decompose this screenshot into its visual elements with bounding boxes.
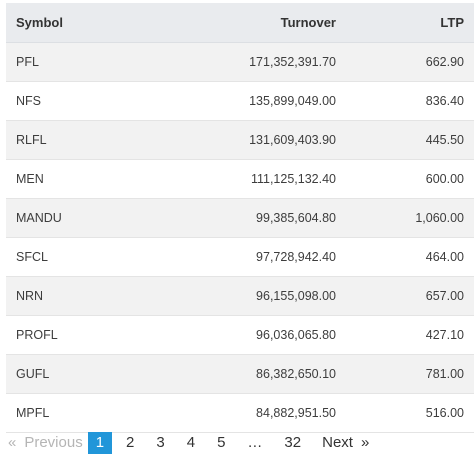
- cell-symbol: MEN: [6, 159, 176, 199]
- page-button-2[interactable]: 2: [126, 434, 135, 451]
- page-button-last[interactable]: 32: [284, 434, 302, 451]
- cell-turnover: 86,382,650.10: [176, 354, 346, 394]
- table-row: MPFL 84,882,951.50 516.00: [6, 393, 474, 433]
- double-left-chevron-icon: «: [8, 434, 17, 451]
- table-row: SFCL 97,728,942.40 464.00: [6, 237, 474, 277]
- cell-ltp: 781.00: [346, 354, 474, 394]
- page-button-3[interactable]: 3: [156, 434, 165, 451]
- cell-ltp: 427.10: [346, 315, 474, 355]
- pagination: « Previous 1 2 3 4 5 … 32 Next »: [8, 432, 369, 454]
- cell-ltp: 662.90: [346, 42, 474, 82]
- cell-turnover: 99,385,604.80: [176, 198, 346, 238]
- cell-ltp: 657.00: [346, 276, 474, 316]
- cell-turnover: 135,899,049.00: [176, 81, 346, 121]
- cell-ltp: 516.00: [346, 393, 474, 433]
- next-button[interactable]: Next: [322, 434, 353, 451]
- header-ltp[interactable]: LTP: [346, 3, 474, 43]
- table-row: PROFL 96,036,065.80 427.10: [6, 315, 474, 355]
- cell-symbol: RLFL: [6, 120, 176, 160]
- cell-ltp: 1,060.00: [346, 198, 474, 238]
- table-row: NRN 96,155,098.00 657.00: [6, 276, 474, 316]
- table-body: PFL 171,352,391.70 662.90 NFS 135,899,04…: [6, 42, 474, 433]
- table-row: PFL 171,352,391.70 662.90: [6, 42, 474, 82]
- cell-symbol: NRN: [6, 276, 176, 316]
- page-button-5[interactable]: 5: [217, 434, 226, 451]
- cell-symbol: PROFL: [6, 315, 176, 355]
- cell-turnover: 84,882,951.50: [176, 393, 346, 433]
- cell-symbol: PFL: [6, 42, 176, 82]
- cell-symbol: GUFL: [6, 354, 176, 394]
- cell-symbol: SFCL: [6, 237, 176, 277]
- cell-symbol: MPFL: [6, 393, 176, 433]
- table-row: MEN 111,125,132.40 600.00: [6, 159, 474, 199]
- page-button-1[interactable]: 1: [87, 432, 113, 454]
- cell-turnover: 171,352,391.70: [176, 42, 346, 82]
- cell-turnover: 131,609,403.90: [176, 120, 346, 160]
- table-row: RLFL 131,609,403.90 445.50: [6, 120, 474, 160]
- header-symbol[interactable]: Symbol: [6, 3, 176, 43]
- table-row: MANDU 99,385,604.80 1,060.00: [6, 198, 474, 238]
- cell-ltp: 464.00: [346, 237, 474, 277]
- cell-symbol: MANDU: [6, 198, 176, 238]
- cell-turnover: 111,125,132.40: [176, 159, 346, 199]
- previous-button: Previous: [24, 434, 83, 451]
- cell-turnover: 96,155,098.00: [176, 276, 346, 316]
- page-button-4[interactable]: 4: [186, 434, 196, 451]
- cell-turnover: 96,036,065.80: [176, 315, 346, 355]
- cell-turnover: 97,728,942.40: [176, 237, 346, 277]
- table-header-row: Symbol Turnover LTP: [6, 3, 474, 43]
- cell-ltp: 600.00: [346, 159, 474, 199]
- pagination-ellipsis: …: [247, 434, 263, 451]
- cell-ltp: 836.40: [346, 81, 474, 121]
- cell-symbol: NFS: [6, 81, 176, 121]
- header-turnover[interactable]: Turnover: [176, 3, 346, 43]
- double-right-chevron-icon[interactable]: »: [360, 434, 370, 451]
- table-row: GUFL 86,382,650.10 781.00: [6, 354, 474, 394]
- turnover-table: Symbol Turnover LTP PFL 171,352,391.70 6…: [6, 3, 474, 433]
- table-row: NFS 135,899,049.00 836.40: [6, 81, 474, 121]
- cell-ltp: 445.50: [346, 120, 474, 160]
